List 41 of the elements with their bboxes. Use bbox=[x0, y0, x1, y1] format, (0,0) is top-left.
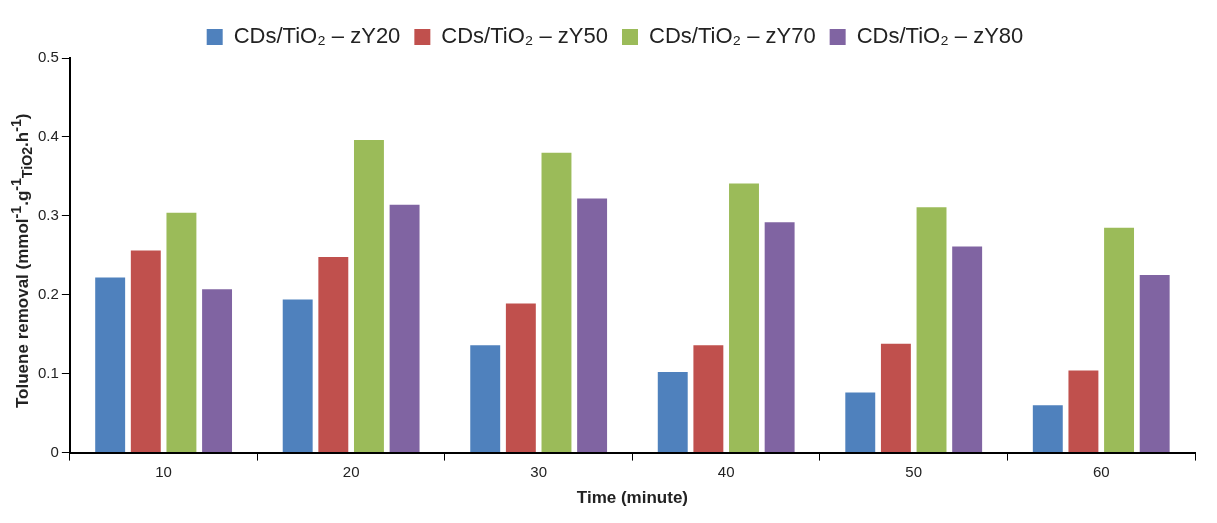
y-tick-label: 0.1 bbox=[38, 363, 59, 381]
bar bbox=[318, 256, 349, 453]
bar bbox=[845, 392, 876, 453]
bar bbox=[95, 277, 126, 453]
x-tick-label: 30 bbox=[530, 462, 548, 480]
x-tick-label: 20 bbox=[342, 462, 360, 480]
bar bbox=[282, 299, 313, 453]
bar bbox=[166, 212, 197, 453]
y-tick-label: 0.4 bbox=[38, 127, 59, 145]
bar bbox=[505, 303, 536, 453]
legend-label: CDs/TiO₂ – zY20 bbox=[233, 23, 401, 49]
y-tick-label: 0.2 bbox=[38, 284, 59, 302]
x-tick-label: 50 bbox=[905, 462, 923, 480]
bar bbox=[470, 345, 501, 453]
bar bbox=[577, 198, 608, 453]
bar bbox=[952, 246, 983, 453]
bar bbox=[880, 343, 911, 453]
bar bbox=[729, 183, 760, 453]
x-tick-label: 10 bbox=[155, 462, 173, 480]
y-tick-label: 0.3 bbox=[38, 205, 59, 223]
x-tick-label: 40 bbox=[717, 462, 735, 480]
bar bbox=[541, 152, 572, 453]
bar bbox=[202, 289, 233, 453]
bar bbox=[693, 345, 724, 453]
bar bbox=[1104, 227, 1135, 453]
y-tick-label: 0.5 bbox=[38, 48, 59, 66]
bar bbox=[1068, 370, 1099, 453]
x-tick-label: 60 bbox=[1092, 462, 1110, 480]
bar bbox=[1032, 405, 1063, 453]
legend-label: CDs/TiO₂ – zY50 bbox=[441, 23, 609, 49]
bar bbox=[916, 207, 947, 453]
bar bbox=[1139, 275, 1170, 453]
bar bbox=[130, 250, 161, 453]
bar bbox=[389, 204, 420, 453]
bar bbox=[764, 222, 795, 453]
legend-label: CDs/TiO₂ – zY70 bbox=[649, 23, 816, 49]
bar bbox=[657, 372, 688, 453]
bar bbox=[354, 140, 384, 453]
legend-label: CDs/TiO₂ – zY80 bbox=[856, 23, 1024, 49]
y-tick-label: 0 bbox=[50, 442, 59, 460]
x-axis-title: Time (minute) bbox=[576, 488, 689, 508]
